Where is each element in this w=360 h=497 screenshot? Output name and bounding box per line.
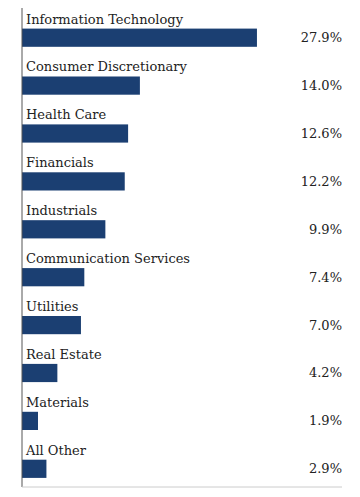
value-label: 2.9% [309, 461, 342, 476]
bar [22, 412, 38, 430]
axis-line [22, 8, 23, 487]
bar [22, 220, 105, 238]
chart: Information Technology 27.9% Consumer Disc… [0, 0, 360, 497]
bar [22, 268, 84, 286]
bar [22, 316, 81, 334]
value-label: 14.0% [301, 78, 342, 93]
category-label: Communication Services [26, 251, 190, 266]
bar [22, 29, 257, 47]
category-label: Information Technology [26, 12, 184, 27]
category-label: Consumer Discretionary [26, 59, 188, 74]
value-label: 27.9% [301, 30, 342, 45]
value-axis-line [22, 487, 342, 488]
value-label: 4.2% [309, 365, 342, 380]
category-label: Materials [26, 395, 89, 410]
chart-container: Information Technology 27.9% Consumer Disc… [0, 0, 360, 497]
category-label: Financials [26, 155, 94, 170]
value-label: 1.9% [309, 413, 342, 428]
bar [22, 460, 46, 478]
bars [22, 29, 257, 478]
bar [22, 172, 125, 190]
category-label: Industrials [26, 203, 97, 218]
value-label: 7.0% [309, 318, 342, 333]
category-label: Health Care [26, 107, 107, 122]
bar [22, 76, 140, 94]
category-label: All Other [25, 443, 87, 458]
value-label: 7.4% [309, 270, 342, 285]
bar [22, 364, 57, 382]
value-label: 9.9% [309, 222, 342, 237]
bar [22, 124, 128, 142]
category-label: Real Estate [26, 347, 102, 362]
labels: Information Technology 27.9% Consumer Disc… [25, 12, 342, 477]
value-label: 12.2% [301, 174, 342, 189]
category-label: Utilities [26, 299, 78, 314]
value-label: 12.6% [301, 126, 342, 141]
